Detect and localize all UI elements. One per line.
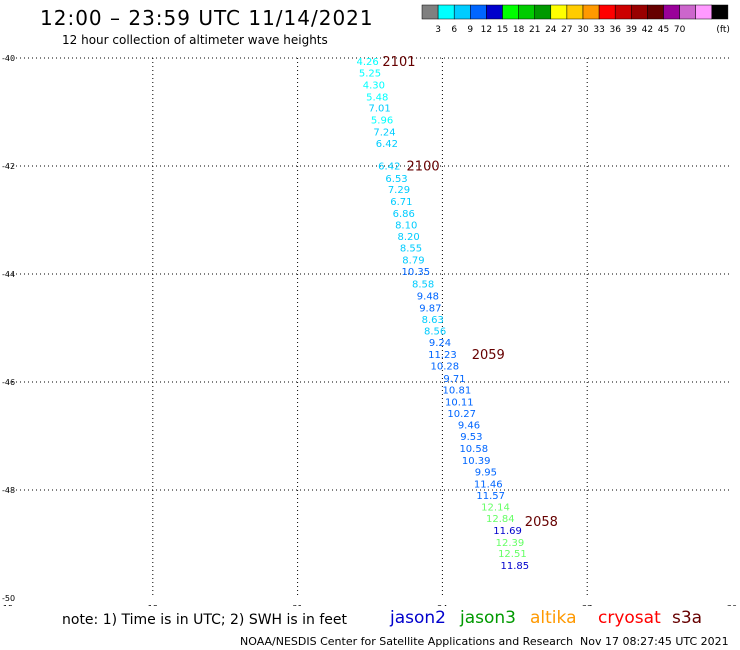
- wave-height-label: 10.11: [445, 397, 474, 408]
- wave-height-label: 12.84: [486, 514, 515, 525]
- wave-height-label: 8.55: [400, 244, 422, 255]
- footer-organization: NOAA/NESDIS Center for Satellite Applica…: [240, 635, 574, 648]
- legend-label: 15: [497, 25, 508, 35]
- legend-label: 21: [529, 25, 540, 35]
- page-title: 12:00 – 23:59 UTC 11/14/2021: [40, 6, 374, 30]
- legend-label: 33: [593, 25, 604, 35]
- pass-time-annotation: 2101: [382, 55, 415, 70]
- wave-height-label: 9.87: [419, 303, 441, 314]
- wave-height-label: 7.29: [388, 185, 410, 196]
- legend-label: 27: [561, 25, 572, 35]
- legend-label: 45: [658, 25, 669, 35]
- altimeter-map: -40 -42 -44 -46 -48 -5015 18 21 24 27 30 4.265.254.…: [2, 54, 737, 606]
- y-tick-label: -44: [2, 270, 15, 279]
- wave-height-label: 4.26: [356, 57, 378, 68]
- satellite-altika-label: altika: [530, 608, 577, 628]
- legend-unit: (ft): [716, 25, 730, 35]
- y-tick-label: -50: [2, 594, 15, 603]
- pass-time-annotation: 2058: [525, 515, 558, 530]
- legend-label: 39: [626, 25, 638, 35]
- wave-height-label: 9.24: [429, 338, 451, 349]
- legend-label: 70: [674, 25, 686, 35]
- legend-label: 36: [609, 25, 621, 35]
- wave-height-label: 6.71: [390, 197, 412, 208]
- legend-label: 9: [467, 25, 473, 35]
- legend-swatch: [711, 4, 729, 20]
- wave-height-label: 8.10: [395, 220, 417, 231]
- wave-height-label: 9.53: [460, 432, 482, 443]
- legend-label: 42: [642, 25, 653, 35]
- footer-timestamp: Nov 17 08:27:45 UTC 2021: [580, 635, 729, 648]
- wave-height-label: 9.48: [417, 292, 439, 303]
- satellite-jason3-label: jason3: [460, 608, 516, 628]
- wave-height-label: 11.57: [476, 491, 505, 502]
- wave-height-label: 9.71: [443, 374, 465, 385]
- x-tick-label: 24: [437, 604, 447, 606]
- wave-height-label: 8.58: [412, 280, 434, 291]
- wave-height-label: 12.14: [481, 503, 510, 514]
- legend-label: 18: [513, 25, 525, 35]
- wave-height-label: 10.28: [430, 361, 459, 372]
- x-tick-label: 27: [582, 604, 592, 606]
- wave-height-label: 6.42: [376, 139, 398, 150]
- wave-height-label: 7.01: [369, 104, 391, 115]
- wave-height-label: 10.35: [402, 267, 431, 278]
- wave-height-label: 10.39: [462, 456, 491, 467]
- legend-label: 3: [435, 25, 441, 35]
- satellite-jason2-label: jason2: [390, 608, 446, 628]
- wave-height-label: 8.79: [402, 255, 424, 266]
- y-tick-label: -48: [2, 486, 15, 495]
- wave-height-label: 7.24: [373, 127, 395, 138]
- wave-height-label: 11.23: [428, 350, 457, 361]
- pass-time-annotation: 2059: [472, 348, 505, 363]
- y-tick-label: -42: [2, 162, 15, 171]
- wave-height-label: 9.95: [475, 468, 497, 479]
- legend-label: 24: [545, 25, 557, 35]
- wave-height-label: 8.20: [397, 232, 419, 243]
- y-tick-label: -46: [2, 378, 15, 387]
- color-legend: 3 6 9 12 15 18 21 24 27 30 33 36 39 42 45 70 (ft): [421, 4, 730, 35]
- x-tick-label: 15: [3, 604, 13, 606]
- wave-height-label: 5.25: [359, 69, 381, 80]
- x-tick-label: 30: [727, 604, 737, 606]
- wave-height-label: 12.39: [496, 538, 525, 549]
- wave-height-label: 6.53: [385, 174, 407, 185]
- wave-height-label: 6.86: [393, 209, 415, 220]
- x-tick-label: 18: [148, 604, 158, 606]
- wave-height-label: 10.58: [459, 444, 488, 455]
- wave-height-label: 5.48: [366, 92, 388, 103]
- wave-height-label: 8.63: [422, 315, 444, 326]
- wave-height-label: 6.42: [378, 161, 400, 172]
- wave-height-label: 11.85: [500, 561, 529, 572]
- units-note: note: 1) Time is in UTC; 2) SWH is in fe…: [62, 612, 348, 628]
- page-subtitle: 12 hour collection of altimeter wave hei…: [62, 33, 328, 47]
- wave-height-label: 10.27: [447, 409, 476, 420]
- legend-label: 30: [577, 25, 589, 35]
- wave-height-label: 4.30: [363, 80, 385, 91]
- pass-time-annotation: 2100: [407, 159, 440, 174]
- wave-height-label: 8.56: [424, 327, 446, 338]
- wave-height-label: 12.51: [498, 549, 527, 560]
- satellite-s3a-label: s3a: [672, 608, 703, 628]
- legend-label: 12: [481, 25, 492, 35]
- y-tick-label: -40: [2, 54, 15, 63]
- wave-height-label: 5.96: [371, 116, 393, 127]
- wave-height-label: 10.81: [443, 386, 472, 397]
- satellite-cryosat-label: cryosat: [598, 608, 661, 628]
- legend-label: 6: [451, 25, 457, 35]
- x-tick-label: 21: [293, 604, 303, 606]
- wave-height-label: 11.46: [474, 480, 503, 491]
- wave-height-label: 9.46: [458, 421, 480, 432]
- wave-height-label: 11.69: [493, 526, 522, 537]
